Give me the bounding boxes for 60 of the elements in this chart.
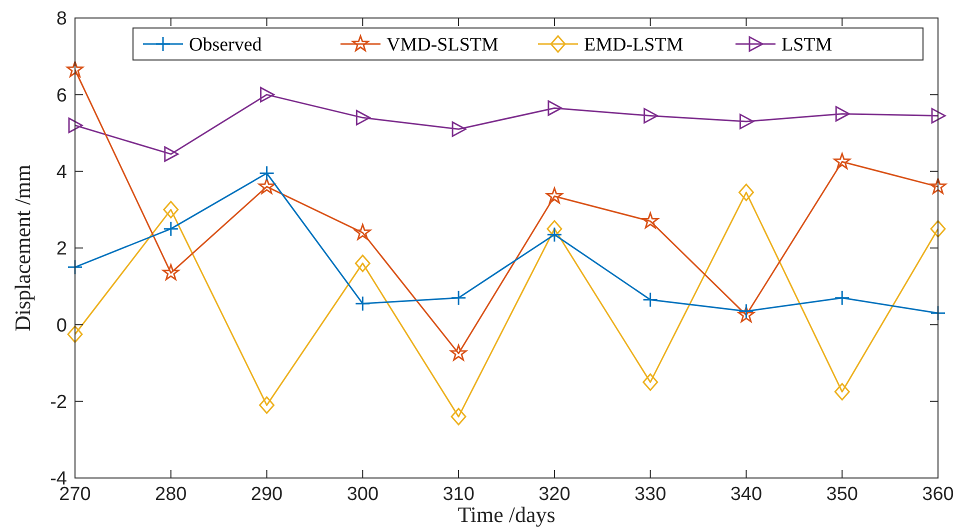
legend-label: LSTM (782, 34, 832, 56)
point (835, 106, 850, 122)
y-tick-label: 0 (56, 315, 67, 336)
point (66, 61, 84, 77)
point (450, 344, 467, 361)
point (739, 114, 754, 130)
x-tick-label: 290 (250, 484, 283, 505)
point (162, 264, 180, 280)
point (260, 86, 275, 102)
point (450, 290, 466, 306)
x-tick-label: 320 (538, 484, 570, 505)
legend-label: Observed (189, 34, 262, 56)
point (834, 153, 850, 169)
point (68, 118, 83, 134)
point (259, 396, 275, 414)
point (930, 305, 946, 321)
y-tick-label: -2 (50, 392, 67, 413)
point (642, 373, 658, 391)
y-tick-label: 6 (56, 85, 67, 106)
point (738, 306, 755, 322)
y-tick-label: 8 (56, 8, 67, 30)
point (644, 108, 658, 124)
point (258, 178, 276, 194)
point (738, 184, 754, 202)
point (642, 292, 658, 308)
point (834, 383, 850, 400)
point (356, 110, 370, 126)
point (546, 188, 563, 204)
point (67, 326, 83, 343)
x-tick-label: 310 (442, 484, 474, 505)
x-tick-label: 330 (634, 484, 666, 505)
point (259, 166, 275, 181)
y-tick-label: 4 (56, 162, 68, 183)
point (354, 224, 372, 240)
point (548, 100, 562, 116)
x-tick-label: 300 (346, 484, 379, 505)
x-tick-label: 350 (826, 484, 858, 505)
point (642, 212, 659, 228)
point (546, 220, 562, 238)
point (163, 221, 179, 237)
point (930, 178, 946, 194)
point (930, 220, 946, 238)
point (163, 200, 179, 218)
x-tick-label: 340 (730, 484, 762, 505)
point (354, 254, 370, 272)
x-axis-title: Time /days (458, 502, 556, 527)
point (452, 121, 466, 137)
x-tick-label: 360 (922, 484, 954, 505)
legend-label: EMD-LSTM (584, 34, 684, 56)
point (546, 226, 562, 242)
y-axis-title: Displacement /mm (10, 164, 35, 332)
point (354, 296, 370, 312)
point (834, 290, 850, 306)
y-tick-label: 2 (56, 238, 67, 260)
point (67, 259, 83, 275)
legend-label: VMD-SLSTM (386, 34, 499, 56)
point (931, 108, 946, 124)
point (450, 408, 466, 426)
x-tick-label: 280 (155, 484, 187, 505)
point (164, 146, 179, 162)
